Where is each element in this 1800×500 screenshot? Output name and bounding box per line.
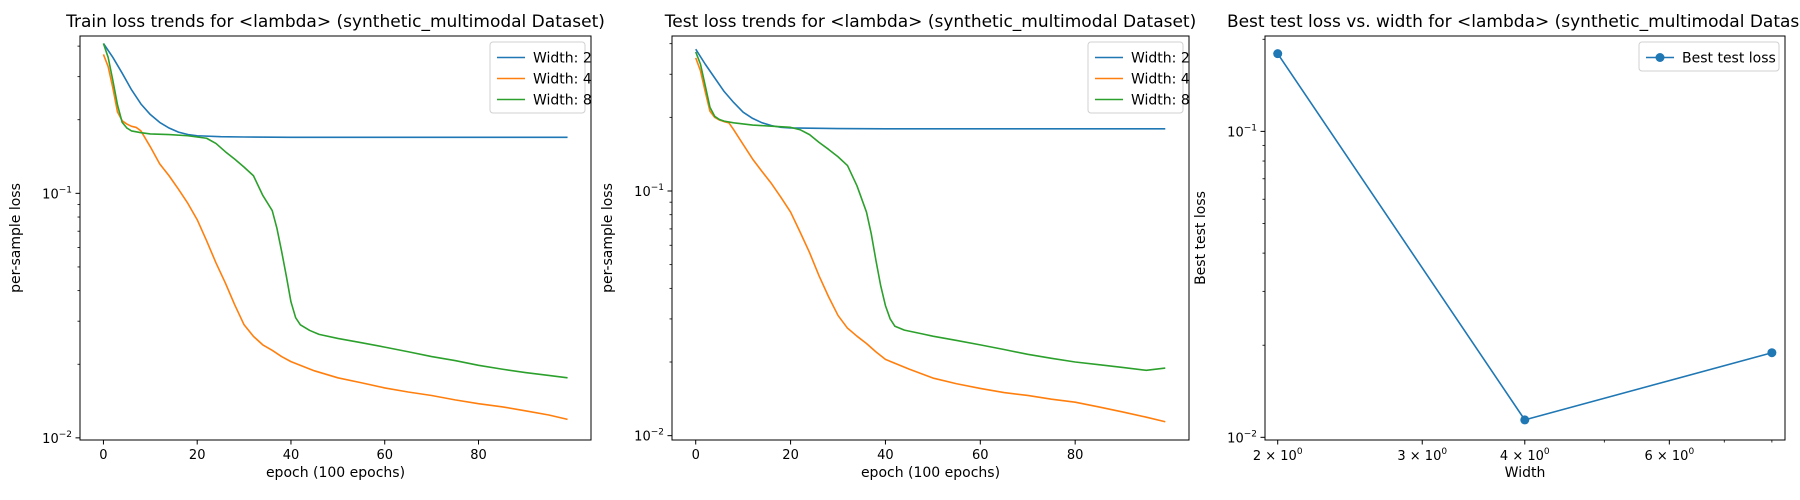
series-line <box>694 51 1166 372</box>
legend-label: Best test loss <box>1682 51 1776 67</box>
legend: Width: 2 Width: 4 Width: 8 <box>1087 41 1190 114</box>
y-tick-label: 10−1 <box>1227 123 1257 140</box>
series-line <box>102 43 568 139</box>
plot-area <box>102 43 568 421</box>
axes-frame <box>1264 35 1786 441</box>
series-line <box>102 43 568 379</box>
x-axis-label: epoch (100 epochs) <box>861 465 1000 481</box>
axes-frame <box>671 35 1190 441</box>
legend-box <box>1087 41 1184 114</box>
x-tick-label: 3 × 100 <box>1397 447 1447 464</box>
y-axis-label: per-sample loss <box>8 183 24 293</box>
y-tick-label: 10−2 <box>1227 429 1257 446</box>
chart-panel-3: Best test loss vs. width for <lambda> (s… <box>1193 12 1800 481</box>
x-tick-label: 60 <box>972 448 989 463</box>
legend: Best test loss <box>1638 41 1780 72</box>
legend-marker <box>1655 53 1665 62</box>
chart-panel-1: Train loss trends for <lambda> (syntheti… <box>8 12 605 481</box>
x-tick-label: 6 × 100 <box>1644 447 1694 464</box>
y-axis-label: per-sample loss <box>600 183 616 293</box>
x-tick-label: 0 <box>692 448 700 463</box>
legend-label: Width: 4 <box>533 72 592 88</box>
legend-label: Width: 4 <box>1131 72 1190 88</box>
x-tick-label: 2 × 100 <box>1253 447 1303 464</box>
legend-box <box>1638 41 1780 72</box>
x-tick-label: 40 <box>283 448 300 463</box>
x-axis-label: epoch (100 epochs) <box>266 465 405 481</box>
y-tick-label: 10−2 <box>42 430 72 447</box>
series-line <box>1277 53 1773 421</box>
axes-frame <box>79 35 592 441</box>
x-tick-label: 80 <box>470 448 487 463</box>
x-tick-label: 60 <box>376 448 393 463</box>
y-tick-label: 10−1 <box>42 185 72 202</box>
legend-label: Width: 8 <box>533 93 592 109</box>
x-tick-label: 4 × 100 <box>1500 447 1550 464</box>
chart-title: Test loss trends for <lambda> (synthetic… <box>664 12 1196 32</box>
legend-label: Width: 2 <box>533 51 592 67</box>
y-axis-label: Best test loss <box>1193 191 1209 285</box>
chart-panel-2: Test loss trends for <lambda> (synthetic… <box>600 12 1196 481</box>
y-tick-label: 10−1 <box>634 183 664 200</box>
data-point <box>1520 415 1530 425</box>
x-tick-label: 40 <box>877 448 894 463</box>
legend-label: Width: 8 <box>1131 93 1190 109</box>
series-line <box>102 54 568 421</box>
y-tick-label: 10−2 <box>634 428 664 445</box>
x-tick-label: 20 <box>782 448 799 463</box>
plot-area <box>694 48 1166 423</box>
legend-box <box>489 41 586 114</box>
chart-title: Train loss trends for <lambda> (syntheti… <box>65 12 605 32</box>
legend: Width: 2 Width: 4 Width: 8 <box>489 41 592 114</box>
x-tick-label: 80 <box>1067 448 1084 463</box>
x-axis-label: Width <box>1505 465 1546 481</box>
x-tick-label: 0 <box>99 448 107 463</box>
data-point <box>1273 49 1283 59</box>
legend-label: Width: 2 <box>1131 51 1190 67</box>
x-tick-label: 20 <box>189 448 206 463</box>
chart-title: Best test loss vs. width for <lambda> (s… <box>1227 12 1800 32</box>
plot-area <box>1273 49 1777 425</box>
data-point <box>1767 348 1777 358</box>
